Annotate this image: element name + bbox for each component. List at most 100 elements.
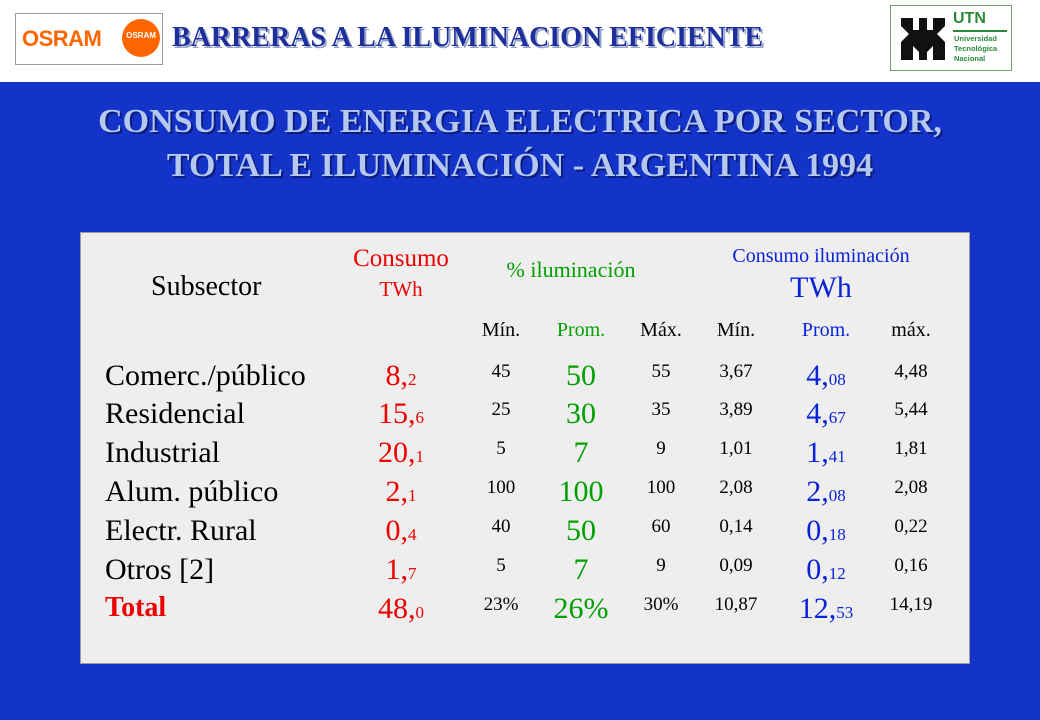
cell-value-integer: 0, [806, 553, 829, 586]
cell-value-decimal: 2 [408, 370, 417, 389]
header-pct-max: Máx. [640, 319, 682, 341]
cell-subsector: Comerc./público [105, 359, 306, 392]
cell-pct-prom: 26% [553, 592, 609, 625]
cell-value-decimal: 53 [836, 603, 854, 622]
cell-consumo: 1,7 [346, 553, 456, 587]
header-pct-min: Mín. [481, 319, 521, 341]
cell-ilum-prom: 4,08 [781, 359, 871, 393]
cell-pct-max: 55 [651, 361, 671, 382]
utn-divider [953, 30, 1007, 32]
cell-subsector: Electr. Rural [105, 514, 257, 547]
utn-logo: UTN Universidad Tecnológica Nacional [890, 5, 1012, 71]
cell-value-decimal: 12 [828, 564, 846, 583]
cell-pct-prom: 30 [566, 397, 596, 430]
cell-ilum-prom: 0,12 [781, 553, 871, 587]
utn-line-1: Universidad [954, 34, 997, 43]
header-consumo: Consumo [353, 245, 449, 272]
cell-value-decimal: 67 [828, 408, 846, 427]
cell-ilum-max: 1,81 [894, 438, 928, 459]
cell-consumo: 2,1 [346, 475, 456, 509]
cell-ilum-max: 2,08 [894, 477, 928, 498]
utn-name: UTN [953, 10, 986, 27]
cell-value-decimal: 4 [408, 525, 417, 544]
cell-value-integer: 2, [385, 475, 409, 508]
cell-consumo: 0,4 [346, 514, 456, 548]
cell-value-integer: 0, [385, 514, 409, 547]
cell-pct-min: 23% [483, 594, 519, 615]
cell-pct-min: 40 [491, 516, 511, 537]
cell-pct-max: 9 [656, 555, 666, 576]
cell-value-decimal: 18 [828, 525, 846, 544]
cell-subsector: Alum. público [105, 475, 279, 508]
header-consumo-iluminacion: Consumo iluminación [732, 245, 910, 267]
header-pct-prom: Prom. [556, 319, 606, 341]
header-subsector: Subsector [151, 271, 262, 302]
header-bar: OSRAM OSRAM BARRERAS A LA ILUMINACION EF… [0, 0, 1040, 82]
cell-value-integer: 0, [806, 514, 829, 547]
cell-ilum-prom: 2,08 [781, 475, 871, 509]
slide-title-line-2: TOTAL E ILUMINACIÓN - ARGENTINA 1994 [166, 147, 874, 184]
cell-ilum-min: 2,08 [719, 477, 753, 498]
cell-pct-prom: 7 [573, 553, 589, 586]
data-table: Subsector Consumo TWh % iluminación Cons… [80, 232, 970, 664]
cell-ilum-max: 14,19 [889, 594, 933, 615]
cell-pct-max: 35 [651, 399, 671, 420]
cell-pct-min: 45 [491, 361, 511, 382]
cell-ilum-prom: 0,18 [781, 514, 871, 548]
cell-value-integer: 12, [798, 592, 837, 625]
cell-ilum-min: 0,14 [719, 516, 753, 537]
cell-value-decimal: 08 [828, 370, 846, 389]
cell-value-decimal: 1 [408, 486, 417, 505]
cell-ilum-min: 0,09 [719, 555, 753, 576]
cell-value-integer: 20, [378, 436, 416, 469]
cell-value-integer: 1, [806, 436, 829, 469]
utn-line-2: Tecnológica [954, 44, 998, 53]
cell-value-integer: 15, [378, 397, 416, 430]
cell-ilum-min: 3,67 [719, 361, 753, 382]
cell-consumo: 48,0 [346, 592, 456, 626]
cell-subsector-total: Total [105, 592, 167, 623]
cell-pct-prom: 50 [566, 514, 596, 547]
cell-pct-prom: 50 [566, 359, 596, 392]
cell-ilum-max: 0,16 [894, 555, 928, 576]
cell-value-decimal: 6 [415, 408, 425, 427]
cell-subsector: Otros [2] [105, 553, 215, 586]
cell-pct-max: 100 [646, 477, 676, 498]
cell-ilum-min: 3,89 [719, 399, 753, 420]
utn-line-3: Nacional [954, 54, 986, 63]
osram-bulb-icon: OSRAM [122, 19, 160, 57]
cell-value-decimal: 1 [415, 447, 425, 466]
cell-pct-prom: 7 [573, 436, 589, 469]
cell-pct-max: 60 [651, 516, 671, 537]
cell-subsector: Residencial [105, 397, 245, 430]
header-ilum-max: máx. [891, 319, 931, 341]
header-pct-iluminacion: % iluminación [506, 257, 636, 282]
cell-ilum-max: 4,48 [894, 361, 928, 382]
cell-ilum-prom: 12,53 [781, 592, 871, 626]
cell-ilum-max: 5,44 [894, 399, 928, 420]
cell-pct-prom: 100 [558, 475, 604, 508]
cell-value-integer: 1, [385, 553, 409, 586]
header-ilum-prom: Prom. [801, 319, 851, 341]
cell-value-integer: 8, [385, 359, 409, 392]
cell-subsector: Industrial [105, 436, 220, 469]
cell-value-decimal: 7 [408, 564, 417, 583]
cell-consumo: 20,1 [346, 436, 456, 470]
cell-ilum-prom: 4,67 [781, 397, 871, 431]
cell-consumo: 15,6 [346, 397, 456, 431]
header-consumo-iluminacion-unit: TWh [790, 271, 852, 304]
cell-pct-min: 100 [486, 477, 516, 498]
cell-pct-max: 30% [643, 594, 679, 615]
cell-value-decimal: 41 [828, 447, 846, 466]
cell-ilum-prom: 1,41 [781, 436, 871, 470]
cell-value-decimal: 08 [828, 486, 846, 505]
cell-pct-min: 25 [491, 399, 511, 420]
osram-wordmark: OSRAM [22, 26, 102, 51]
cell-value-integer: 2, [806, 475, 829, 508]
utn-emblem-icon [897, 12, 949, 66]
header-consumo-unit: TWh [379, 277, 423, 301]
cell-value-integer: 48, [378, 592, 416, 625]
cell-value-decimal: 0 [415, 603, 425, 622]
cell-value-integer: 4, [806, 359, 829, 392]
cell-consumo: 8,2 [346, 359, 456, 393]
